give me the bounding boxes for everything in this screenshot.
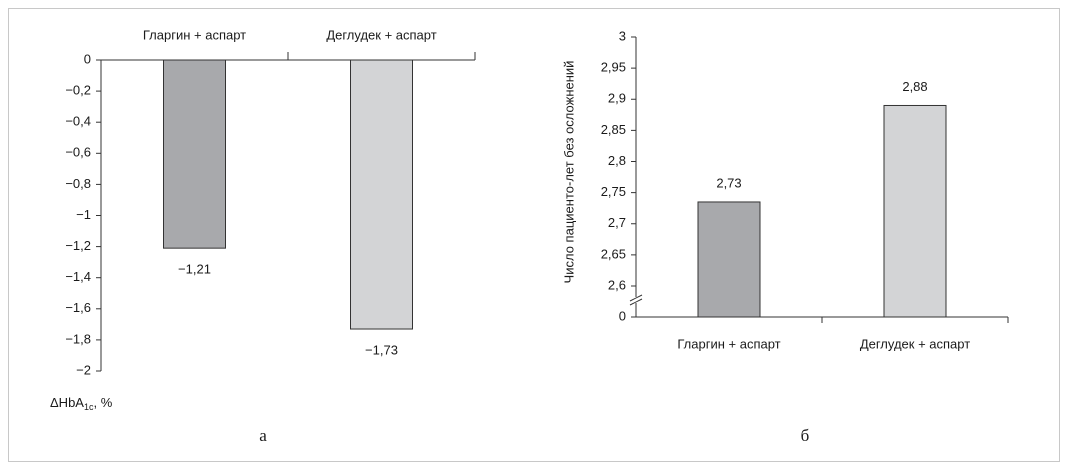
- x-tick-label: Деглудек + аспарт: [326, 27, 436, 42]
- bar: [350, 59, 413, 330]
- axis-break-gap: [630, 297, 642, 303]
- y-tick-label: 2,95: [601, 60, 626, 75]
- bar: [163, 59, 226, 249]
- x-tick-label: Гларгин + аспарт: [143, 27, 246, 42]
- y-tick-label: 2,8: [608, 153, 626, 168]
- y-tick-label: −0,6: [65, 145, 91, 160]
- y-tick-label: −0,2: [65, 83, 91, 98]
- label-suffix: , %: [94, 395, 113, 410]
- y-tick-label: −0,4: [65, 114, 91, 129]
- caption: б: [801, 426, 810, 445]
- frame: [8, 8, 1060, 462]
- y-tick-label: −1: [76, 207, 91, 222]
- y-tick-label: −1,8: [65, 331, 91, 346]
- value-label: 2,73: [716, 175, 741, 190]
- y-tick-label: 0: [84, 51, 91, 66]
- y-tick-label: 2,7: [608, 215, 626, 230]
- axis-break: [629, 294, 643, 302]
- y-tick-label: 2,75: [601, 184, 626, 199]
- y-tick-label: −1,6: [65, 300, 91, 315]
- y-tick-label: −2: [76, 362, 91, 377]
- value-label: −1,21: [178, 262, 211, 277]
- bar: [883, 104, 947, 318]
- y-tick-label: 0: [619, 308, 626, 323]
- y-axis-label: ΔHbA1c, %: [50, 395, 113, 412]
- y-axis-label: Число пациенто-лет без осложнений: [561, 61, 576, 284]
- value-label: −1,73: [365, 342, 398, 357]
- label-sub: 1c: [84, 402, 94, 412]
- y-tick-label: −1,2: [65, 238, 91, 253]
- y-tick-label: 2,9: [608, 91, 626, 106]
- y-tick-label: −1,4: [65, 269, 91, 284]
- y-tick-label: 2,65: [601, 246, 626, 261]
- value-label: 2,88: [902, 79, 927, 94]
- caption: а: [259, 426, 267, 445]
- y-tick-label: 3: [619, 28, 626, 43]
- y-tick-label: 2,85: [601, 122, 626, 137]
- bar: [697, 201, 761, 318]
- axis-break: [629, 298, 643, 306]
- y-tick-label: 2,6: [608, 277, 626, 292]
- y-tick-label: −0,8: [65, 176, 91, 191]
- label-main: ΔHbA: [50, 395, 84, 410]
- x-tick-label: Деглудек + аспарт: [860, 336, 970, 351]
- x-tick-label: Гларгин + аспарт: [677, 336, 780, 351]
